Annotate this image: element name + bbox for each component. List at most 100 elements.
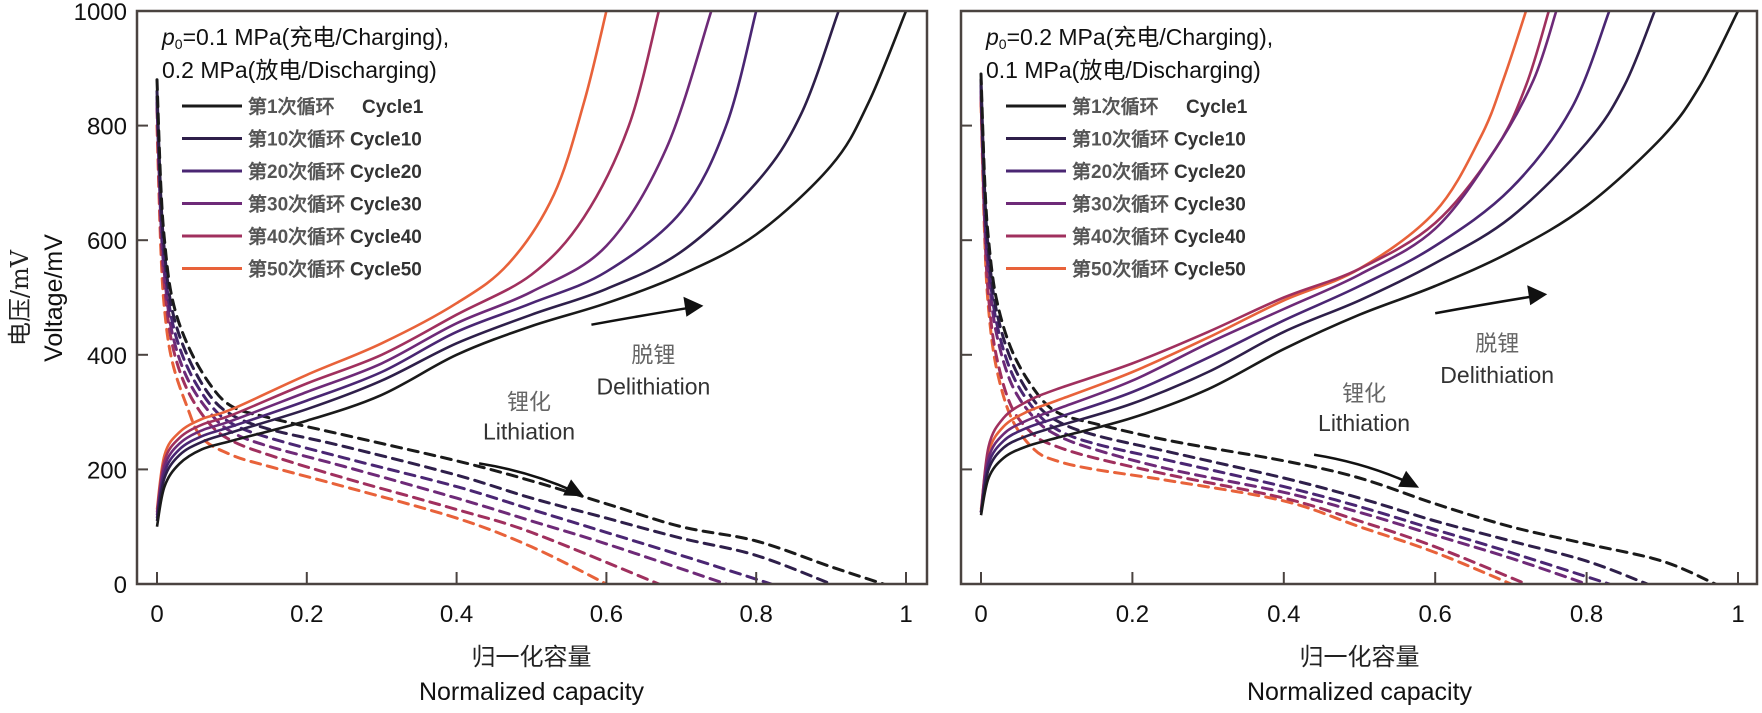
legend-label-cn: 第50次循环 bbox=[1072, 258, 1169, 281]
y-tick-label: 600 bbox=[87, 228, 127, 255]
legend-label: Cycle1 bbox=[1186, 97, 1248, 118]
lithiation-label: Lithiation bbox=[1318, 410, 1410, 436]
legend-label: Cycle20 bbox=[1174, 162, 1246, 183]
legend-label: Cycle40 bbox=[350, 227, 422, 248]
arrowhead-icon bbox=[563, 479, 585, 497]
legend-item-cycle30: 第30次循环 Cycle30 bbox=[182, 193, 422, 216]
x-tick-label: 0.2 bbox=[290, 601, 323, 628]
legend-label: Cycle40 bbox=[1174, 227, 1246, 248]
plot-frame bbox=[135, 9, 929, 586]
legend-label-cn: 第1次循环 bbox=[1072, 95, 1159, 118]
lithiation-arrow-icon bbox=[1313, 453, 1410, 484]
charge-curve-cycle10 bbox=[979, 11, 1656, 513]
legend-label-cn: 第30次循环 bbox=[248, 193, 345, 216]
legend-item-cycle30: 第30次循环 Cycle30 bbox=[1006, 193, 1246, 216]
charge-curve-cycle20 bbox=[979, 11, 1611, 513]
legend-item-cycle10: 第10次循环 Cycle10 bbox=[182, 128, 422, 151]
y-axis-title: Voltage/mV bbox=[40, 234, 68, 362]
x-tick-label: 0.2 bbox=[1116, 601, 1149, 628]
x-tick-label: 0.6 bbox=[1419, 601, 1452, 628]
charge-curve-cycle30 bbox=[155, 11, 713, 516]
lithiation-arrow-icon bbox=[478, 462, 575, 493]
x-tick-label: 0 bbox=[150, 601, 163, 628]
legend-label: Cycle50 bbox=[1174, 260, 1246, 281]
legend-label: Cycle30 bbox=[1174, 195, 1246, 216]
arrowhead-icon bbox=[1527, 285, 1548, 306]
legend-label-cn: 第30次循环 bbox=[1072, 193, 1169, 216]
legend-item-cycle20: 第20次循环 Cycle20 bbox=[1006, 160, 1246, 183]
legend-label-cn: 第10次循环 bbox=[1072, 128, 1169, 151]
discharge-curve-cycle20 bbox=[155, 95, 773, 584]
discharge-curve-cycle10 bbox=[155, 89, 833, 584]
charge-curve-cycle40 bbox=[979, 11, 1551, 513]
lithiation-label-cn: 锂化 bbox=[507, 390, 551, 415]
charge-curve-cycle50 bbox=[979, 11, 1528, 510]
legend-label-cn: 第20次循环 bbox=[248, 160, 345, 183]
discharge-curve-cycle1 bbox=[979, 72, 1717, 584]
charge-curve-cycle10 bbox=[155, 11, 840, 522]
condition-line-2: 0.2 MPa(放电/Discharging) bbox=[162, 57, 437, 83]
legend-item-cycle10: 第10次循环 Cycle10 bbox=[1006, 128, 1246, 151]
discharge-curve-cycle1 bbox=[155, 78, 885, 584]
charge-curve-cycle20 bbox=[155, 11, 758, 519]
x-tick-label: 0.6 bbox=[590, 601, 623, 628]
x-tick-label: 1 bbox=[1731, 601, 1744, 628]
y-axis-title-cn: 电压/mV bbox=[6, 249, 34, 346]
legend-label-cn: 第40次循环 bbox=[1072, 225, 1169, 248]
x-tick-label: 0.8 bbox=[740, 601, 773, 628]
x-axis-title-cn: 归一化容量 bbox=[1300, 643, 1420, 671]
lithiation-label: Lithiation bbox=[483, 418, 575, 444]
y-tick-label: 1000 bbox=[74, 0, 127, 26]
y-tick-label: 0 bbox=[114, 572, 127, 599]
legend-label: Cycle50 bbox=[350, 260, 422, 281]
condition-line-2: 0.1 MPa(放电/Discharging) bbox=[986, 57, 1261, 83]
delithiation-label: Delithiation bbox=[597, 374, 711, 400]
delithiation-arrow-icon bbox=[1434, 293, 1541, 315]
x-tick-label: 1 bbox=[899, 601, 912, 628]
delithiation-label-cn: 脱锂 bbox=[631, 344, 675, 369]
y-tick-label: 800 bbox=[87, 114, 127, 141]
arrowhead-icon bbox=[683, 296, 704, 317]
charge-curve-cycle1 bbox=[155, 11, 908, 527]
legend-label: Cycle20 bbox=[350, 162, 422, 183]
condition-line-1: p0=0.2 MPa(充电/Charging), bbox=[985, 24, 1273, 52]
y-tick-label: 400 bbox=[87, 343, 127, 370]
charge-curve-cycle40 bbox=[155, 11, 661, 513]
discharge-curve-cycle40 bbox=[979, 95, 1528, 584]
x-axis-title: Normalized capacity bbox=[1247, 678, 1473, 706]
legend-label: Cycle10 bbox=[1174, 130, 1246, 151]
x-tick-label: 0.8 bbox=[1570, 601, 1603, 628]
right-panel: 0 0.2 0.4 0.6 0.8 1 p0=0.2 MPa(充电/Charging), … bbox=[959, 9, 1759, 706]
x-tick-label: 0.4 bbox=[440, 601, 473, 628]
discharge-curve-cycle50 bbox=[155, 124, 608, 584]
legend-item-cycle1: 第1次循环 Cycle1 bbox=[182, 95, 424, 118]
legend-item-cycle40: 第40次循环 Cycle40 bbox=[1006, 225, 1246, 248]
discharge-curve-cycle50 bbox=[979, 101, 1513, 584]
plot-frame bbox=[959, 9, 1759, 586]
discharge-curve-cycle10 bbox=[979, 78, 1649, 584]
legend-label-cn: 第40次循环 bbox=[248, 225, 345, 248]
lithiation-label-cn: 锂化 bbox=[1342, 382, 1386, 407]
discharge-curve-cycle20 bbox=[979, 84, 1611, 584]
arrowhead-icon bbox=[1398, 470, 1420, 488]
condition-line-1: p0=0.1 MPa(充电/Charging), bbox=[161, 24, 449, 52]
legend-label-cn: 第1次循环 bbox=[248, 95, 335, 118]
left-panel: 0 0.2 0.4 0.6 0.8 1 0 200 400 600 800 1000 p0=0.1 M… bbox=[74, 0, 929, 706]
discharge-curve-cycle30 bbox=[979, 89, 1589, 584]
legend-label-cn: 第10次循环 bbox=[248, 128, 345, 151]
legend-label: Cycle10 bbox=[350, 130, 422, 151]
discharge-curve-cycle40 bbox=[155, 106, 661, 584]
y-tick-label: 200 bbox=[87, 457, 127, 484]
legend-item-cycle1: 第1次循环 Cycle1 bbox=[1006, 95, 1248, 118]
charge-curve-cycle50 bbox=[155, 11, 608, 510]
legend-label-cn: 第20次循环 bbox=[1072, 160, 1169, 183]
legend-label-cn: 第50次循环 bbox=[248, 258, 345, 281]
x-axis-title-cn: 归一化容量 bbox=[472, 643, 592, 671]
delithiation-arrow-icon bbox=[591, 305, 697, 326]
legend-item-cycle40: 第40次循环 Cycle40 bbox=[182, 225, 422, 248]
delithiation-label: Delithiation bbox=[1440, 362, 1554, 388]
legend-item-cycle50: 第50次循环 Cycle50 bbox=[1006, 258, 1246, 281]
legend-label: Cycle1 bbox=[362, 97, 424, 118]
x-axis-title: Normalized capacity bbox=[419, 678, 645, 706]
x-tick-label: 0 bbox=[974, 601, 987, 628]
